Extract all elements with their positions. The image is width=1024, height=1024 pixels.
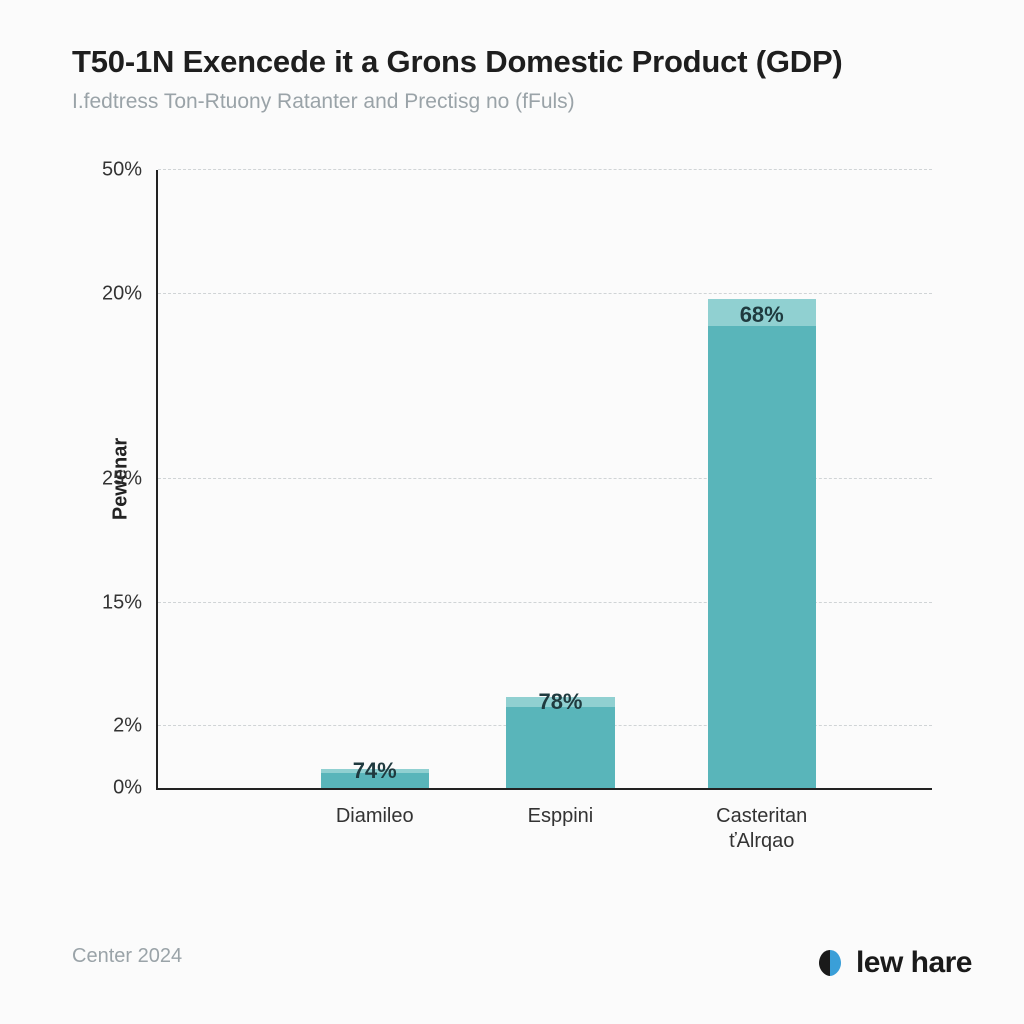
bar: 78% <box>506 551 614 788</box>
chart-title: T50-1N Exencede it a Grons Domestic Prod… <box>72 44 843 80</box>
bar-main-segment <box>708 326 816 788</box>
grid-line <box>158 478 932 479</box>
x-tick-label: Diamileo <box>266 788 483 829</box>
bar-value-label: 78% <box>506 689 614 715</box>
x-tick-label: Esppini <box>452 788 669 829</box>
grid-line <box>158 293 932 294</box>
y-tick-label: 15% <box>102 591 158 614</box>
y-tick-label: 25% <box>102 468 158 491</box>
bar: 74% <box>321 679 429 788</box>
bar: 68% <box>708 238 816 788</box>
bar-main-segment <box>506 707 614 788</box>
chart-subtitle: I.fedtress Ton-Rtuony Ratanter and Prect… <box>72 90 575 114</box>
brand-block: lew hare <box>814 946 972 980</box>
brand-icon <box>814 947 846 979</box>
chart-area: Pewenar 0%2%15%25%20%50%74%Diamileo78%Es… <box>72 170 932 850</box>
grid-line <box>158 169 932 170</box>
footer-source: Center 2024 <box>72 945 182 968</box>
chart-card: T50-1N Exencede it a Grons Domestic Prod… <box>0 0 1024 1024</box>
y-tick-label: 50% <box>102 159 158 182</box>
bar-value-label: 74% <box>321 758 429 784</box>
y-tick-label: 2% <box>113 715 158 738</box>
bar-value-label: 68% <box>708 302 816 328</box>
x-tick-label: Casteritan ťAlrqao <box>653 788 870 854</box>
y-tick-label: 0% <box>113 777 158 800</box>
plot-area: Pewenar 0%2%15%25%20%50%74%Diamileo78%Es… <box>156 170 932 790</box>
brand-text: lew hare <box>856 946 972 980</box>
y-tick-label: 20% <box>102 282 158 305</box>
